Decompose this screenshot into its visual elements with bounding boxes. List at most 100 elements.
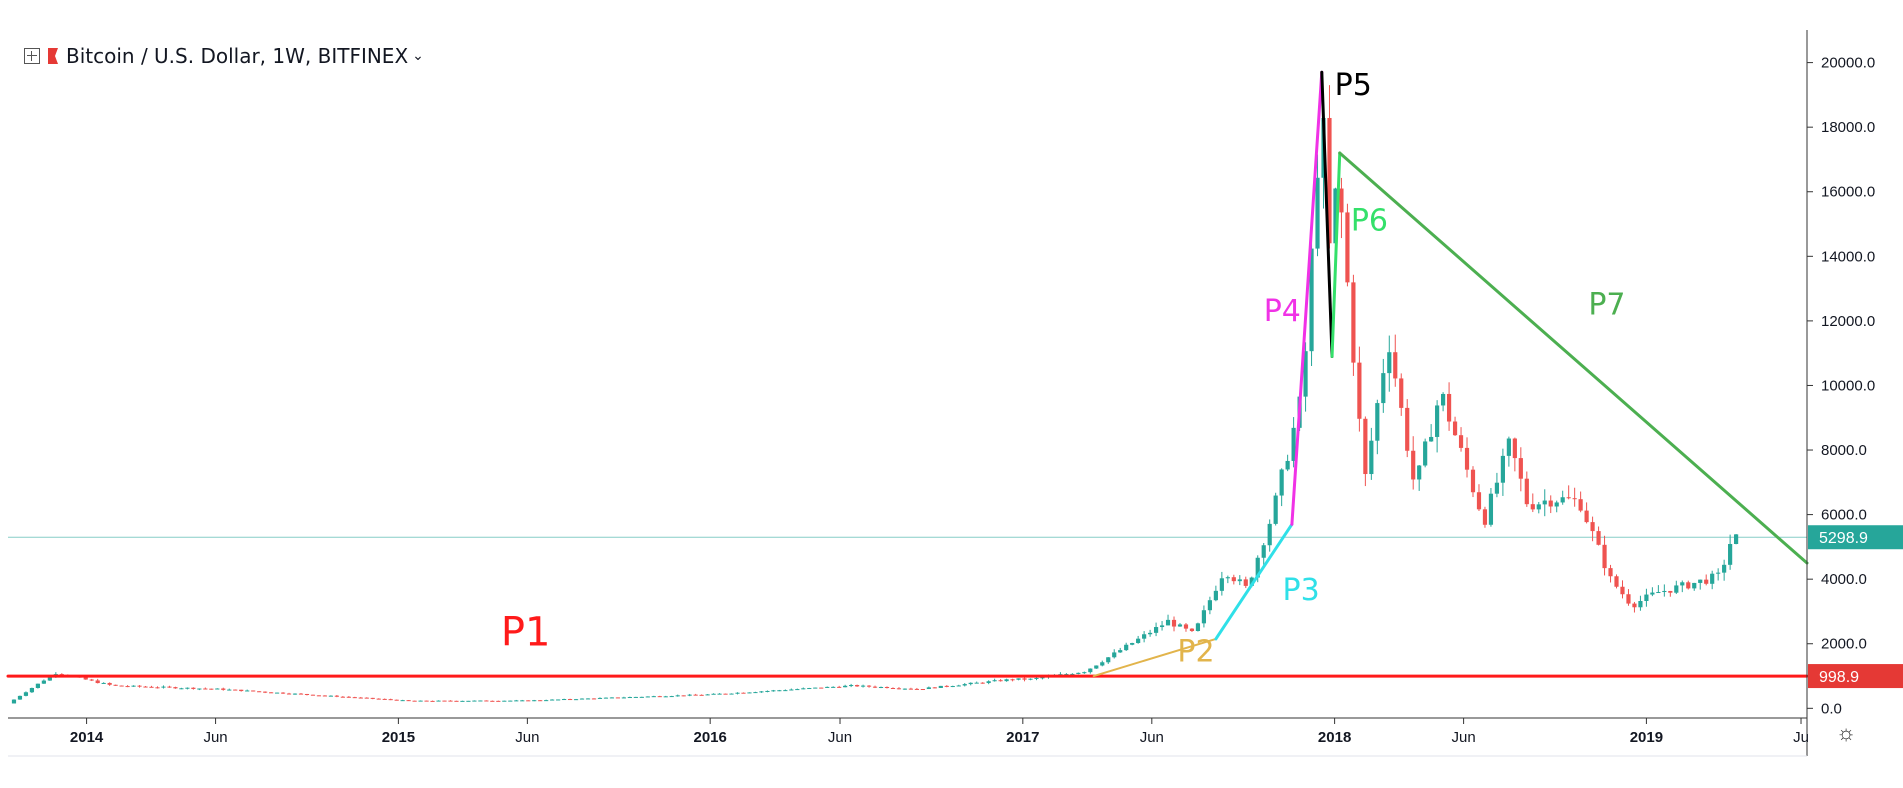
candle-body bbox=[681, 695, 686, 697]
candle-body bbox=[597, 697, 603, 699]
candle-body bbox=[508, 700, 513, 702]
candle-body bbox=[1327, 117, 1332, 244]
price-tick-label: 14000.0 bbox=[1821, 248, 1875, 265]
candle-body bbox=[1470, 469, 1476, 493]
candle-body bbox=[1614, 576, 1619, 587]
candle-body bbox=[173, 687, 178, 689]
candle-body bbox=[119, 685, 124, 687]
price-axis[interactable]: 0.0 2000.0 4000.0 6000.0 8000.0 10000.0 12000.… bbox=[1806, 30, 1903, 756]
candle-body bbox=[1566, 497, 1571, 499]
candle-body bbox=[621, 697, 626, 699]
candle-body bbox=[101, 682, 106, 684]
time-axis[interactable]: 2014 Jun 2015 Jun 2016 Jun 2017 Jun 2018 Jun 2019 J… bbox=[8, 717, 1809, 757]
candle-body bbox=[992, 680, 997, 682]
candle-body bbox=[1734, 534, 1739, 545]
candle-body bbox=[1596, 531, 1601, 545]
candle-body bbox=[316, 695, 322, 697]
time-tick-label: 2014 bbox=[70, 729, 104, 746]
candle-body bbox=[550, 699, 555, 701]
gear-icon[interactable]: ☼ bbox=[1836, 720, 1857, 745]
candle-body bbox=[215, 688, 220, 690]
candle-body bbox=[322, 695, 328, 697]
candle-body bbox=[1106, 657, 1111, 663]
trendline-p4[interactable] bbox=[1290, 70, 1324, 526]
candle-body bbox=[1070, 673, 1075, 675]
candle-body bbox=[1040, 677, 1045, 679]
candle-body bbox=[502, 700, 507, 702]
candle-body bbox=[1064, 674, 1069, 676]
candle-body bbox=[1303, 351, 1308, 397]
candle-body bbox=[155, 687, 160, 689]
time-tick-label: 2018 bbox=[1318, 729, 1351, 746]
candle-body bbox=[496, 700, 501, 702]
candle-body bbox=[1698, 579, 1703, 583]
candle-body bbox=[1118, 650, 1123, 653]
candle-body bbox=[807, 688, 812, 690]
candle-body bbox=[789, 689, 794, 691]
annotation-p3: P3 bbox=[1283, 573, 1320, 608]
candle-body bbox=[1668, 590, 1673, 593]
candle-body bbox=[1435, 405, 1440, 437]
candle-body bbox=[1644, 594, 1649, 602]
trendline-p3[interactable] bbox=[1214, 522, 1294, 641]
candle-body bbox=[1148, 632, 1153, 635]
candle-body bbox=[1225, 577, 1230, 579]
candle-body bbox=[430, 700, 435, 702]
candle-body bbox=[1399, 378, 1404, 408]
candle-body bbox=[484, 700, 489, 702]
candle-body bbox=[514, 700, 519, 702]
candle-body bbox=[1261, 545, 1266, 558]
symbol-legend[interactable]: Bitcoin / U.S. Dollar, 1W, BITFINEX ⌄ bbox=[24, 44, 424, 68]
candle-body bbox=[340, 696, 345, 698]
candle-body bbox=[1542, 500, 1547, 505]
candle-body bbox=[1429, 436, 1434, 442]
candle-body bbox=[1452, 421, 1458, 436]
chevron-down-icon[interactable]: ⌄ bbox=[412, 48, 424, 64]
candle-body bbox=[1291, 427, 1296, 461]
candle-body bbox=[591, 698, 597, 700]
trendline-p7[interactable] bbox=[1338, 151, 1809, 565]
candle-body bbox=[179, 688, 184, 690]
candle-body bbox=[1016, 678, 1021, 680]
candle-body bbox=[615, 697, 621, 699]
candle-body bbox=[1728, 544, 1733, 565]
current-price-tag-label: 5298.9 bbox=[1819, 530, 1868, 547]
candle-body bbox=[1584, 510, 1589, 523]
candle-body bbox=[209, 688, 214, 690]
candle-body bbox=[872, 686, 878, 688]
candle-body bbox=[795, 689, 800, 691]
candle-body bbox=[914, 688, 919, 690]
candle-body bbox=[1650, 592, 1655, 595]
trendline-p2[interactable] bbox=[1092, 637, 1217, 678]
candle-body bbox=[1608, 568, 1613, 577]
candle-body bbox=[1267, 523, 1272, 546]
crosshair-plus-icon[interactable] bbox=[24, 48, 40, 64]
candle-body bbox=[227, 689, 232, 691]
candle-body bbox=[197, 688, 202, 690]
candle-body bbox=[1620, 586, 1625, 595]
candle-body bbox=[962, 684, 967, 686]
candle-body bbox=[17, 695, 23, 700]
candle-body bbox=[23, 692, 29, 696]
candle-body bbox=[388, 699, 393, 701]
candle-body bbox=[478, 700, 483, 702]
candle-body bbox=[675, 695, 680, 697]
candle-body bbox=[1590, 522, 1595, 532]
candle-body bbox=[1680, 582, 1685, 586]
candle-body bbox=[29, 687, 35, 693]
candle-body bbox=[819, 687, 824, 689]
candle-body bbox=[532, 700, 537, 702]
candle-body bbox=[125, 686, 130, 688]
candle-body bbox=[855, 685, 860, 687]
symbol-title: Bitcoin / U.S. Dollar, 1W, BITFINEX bbox=[66, 44, 409, 68]
candle-body bbox=[765, 690, 770, 692]
trendline-p6[interactable] bbox=[1330, 151, 1342, 358]
candle-body bbox=[1273, 495, 1278, 524]
candle-body bbox=[567, 699, 573, 701]
candle-body bbox=[759, 691, 764, 693]
trendline-p5[interactable] bbox=[1320, 70, 1334, 358]
candle-body bbox=[1076, 672, 1081, 674]
plot-area[interactable]: P1 P2 P3 P4 P5 P6 P7 bbox=[6, 68, 1809, 704]
current-price-tag bbox=[1808, 525, 1903, 550]
